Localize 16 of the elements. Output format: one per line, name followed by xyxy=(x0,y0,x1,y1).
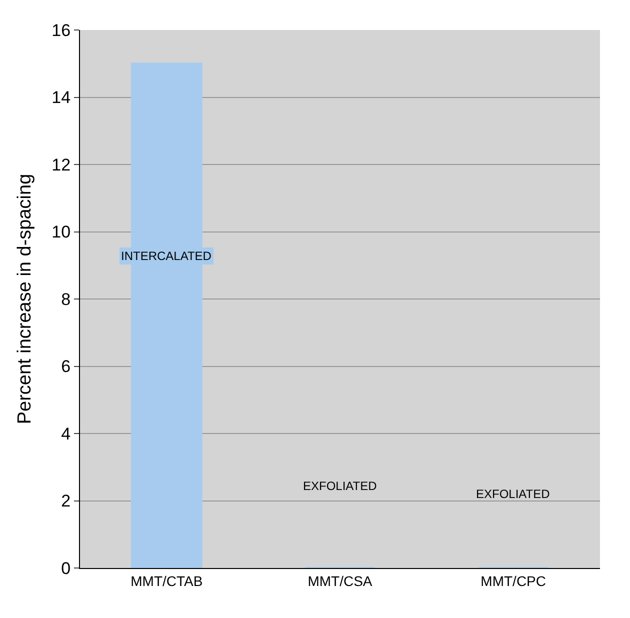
annotation: EXFOLIATED xyxy=(476,487,550,501)
x-tick-label: MMT/CTAB xyxy=(130,572,203,589)
y-tick-label: 16 xyxy=(52,20,71,40)
y-tick-label: 8 xyxy=(61,290,71,309)
annotation: INTERCALATED xyxy=(121,249,212,263)
y-tick-label: 4 xyxy=(61,424,71,444)
y-axis-title: Percent increase in d-spacing xyxy=(14,174,36,424)
y-tick-label: 12 xyxy=(52,155,71,174)
annotation: EXFOLIATED xyxy=(303,479,378,493)
y-tick-label: 0 xyxy=(61,558,71,578)
y-tick-label: 2 xyxy=(61,492,71,511)
y-tick-label: 10 xyxy=(52,222,71,242)
y-tick-label: 14 xyxy=(52,88,71,108)
x-tick-label: MMT/CPC xyxy=(480,572,546,589)
y-tick-label: 6 xyxy=(61,357,71,376)
x-tick-label: MMT/CSA xyxy=(308,572,373,589)
